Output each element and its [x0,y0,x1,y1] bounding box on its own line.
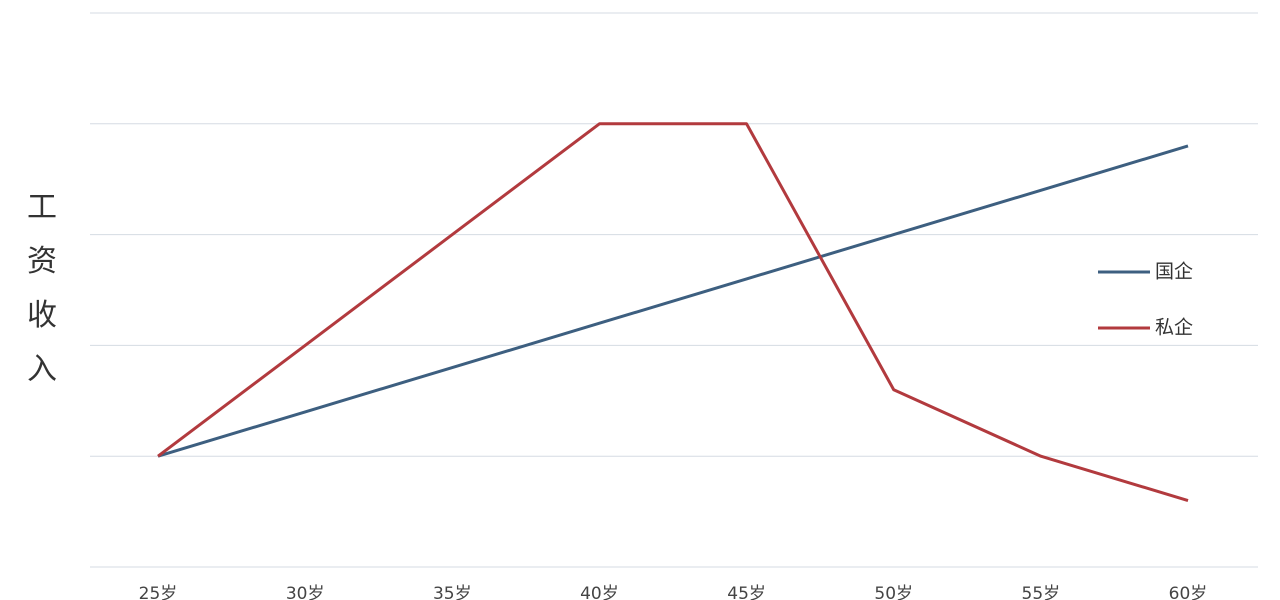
x-tick-label: 50岁 [874,584,913,600]
series-line [157,122,1189,502]
legend-label: 私企 [1155,317,1193,339]
x-tick-label: 30岁 [286,584,325,600]
x-tick-label: 40岁 [580,584,619,600]
y-axis-label-text: 工资收入 [27,190,57,387]
x-tick-label: 45岁 [727,584,766,600]
series-line [157,144,1189,458]
x-tick-label: 55岁 [1022,584,1061,600]
y-axis-label: 工资收入 [27,190,57,387]
legend-label: 国企 [1155,261,1193,283]
x-tick-label: 25岁 [139,584,178,600]
x-tick-label: 60岁 [1169,584,1208,600]
x-tick-label: 35岁 [433,584,472,600]
